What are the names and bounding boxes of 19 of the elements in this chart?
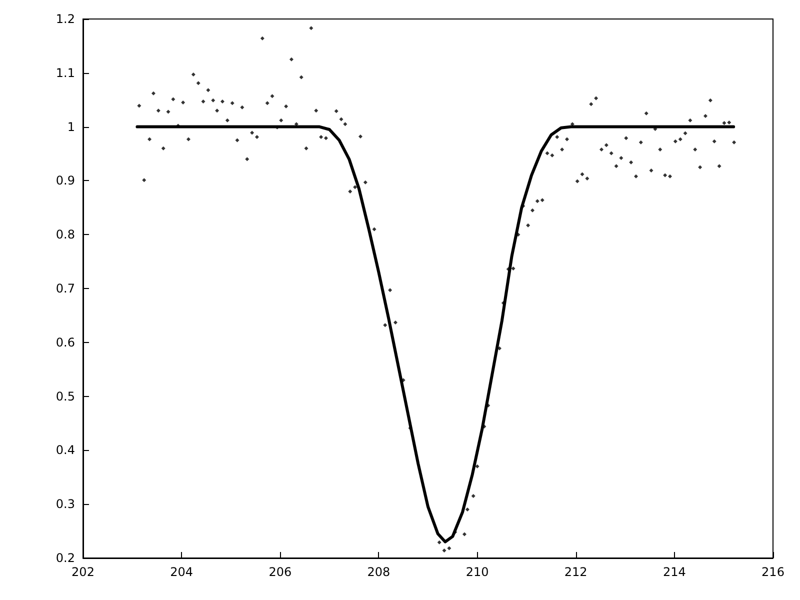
x-tick-label: 210	[466, 565, 489, 579]
y-tick-label: 1.1	[56, 66, 75, 80]
y-tick-label: 0.4	[56, 443, 75, 458]
x-tick-label: 206	[268, 565, 292, 579]
y-tick-label: 0.8	[56, 228, 75, 242]
x-tick-label: 212	[564, 565, 588, 579]
x-tick-label: 214	[662, 565, 686, 579]
y-tick-label: 1.2	[56, 12, 75, 26]
y-tick-label: 0.5	[56, 389, 75, 404]
y-tick-label: 0.2	[56, 551, 75, 565]
x-tick-label: 204	[170, 565, 194, 579]
y-tick-label: 0.7	[56, 282, 75, 296]
y-tick-label: 0.9	[56, 174, 75, 188]
y-tick-label: 0.6	[56, 335, 75, 350]
x-tick-label: 202	[72, 565, 94, 579]
y-tick-label: 1	[67, 120, 75, 134]
x-tick-label: 216	[762, 565, 784, 579]
y-tick-label: 0.3	[56, 497, 75, 512]
x-tick-label: 208	[367, 565, 390, 579]
